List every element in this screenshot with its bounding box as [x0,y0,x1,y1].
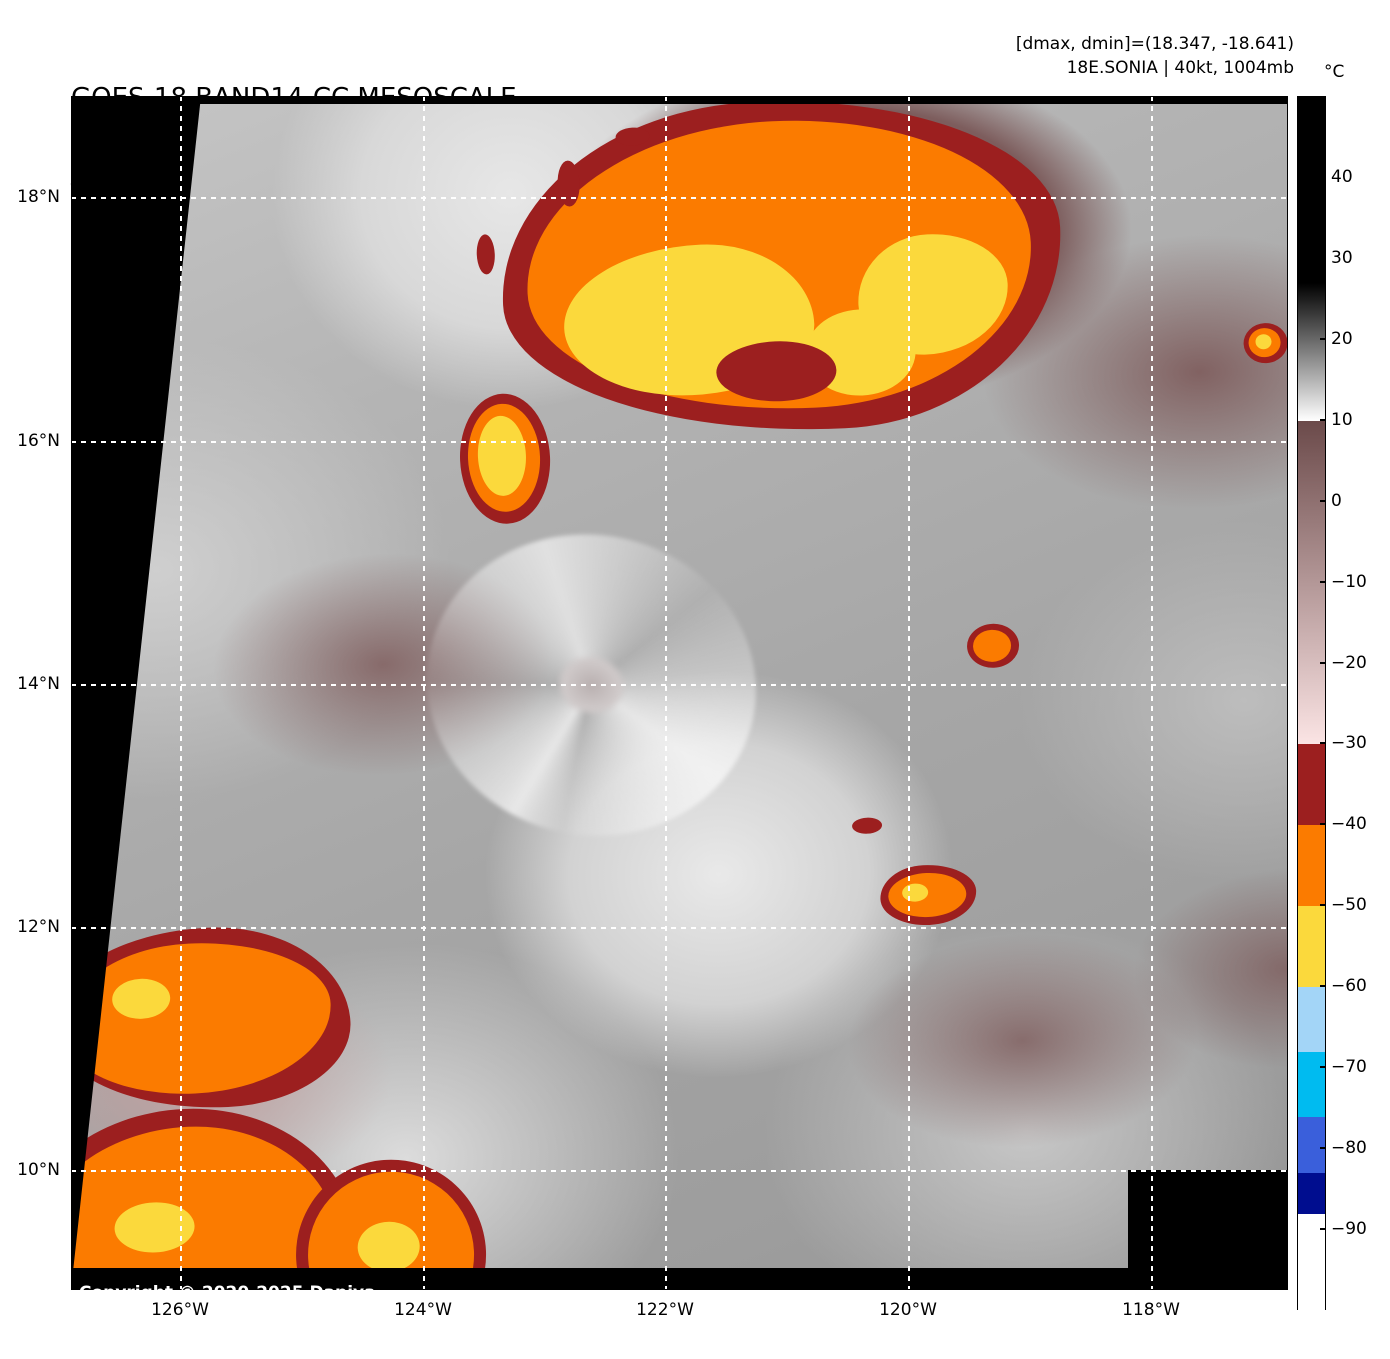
colorbar-ticklabel--10: −10 [1331,571,1367,592]
colorbar-ticklabel-0: 0 [1331,490,1342,511]
xtick-126w: 126°W [151,1300,209,1320]
colorbar-segment--50--60 [1298,906,1325,988]
colorbar-ticklabel-30: 30 [1331,247,1353,268]
colorbar-tickmark--90 [1320,1228,1326,1231]
copyright-notice: Copyright © 2020-2025 Dapiya [79,1283,376,1303]
ytick-12n: 12°N [17,917,60,937]
colorbar-tickmark--60 [1320,985,1326,988]
colorbar-tickmark--10 [1320,580,1326,583]
xtick-122w: 122°W [636,1300,694,1320]
colorbar-tickmark--40 [1320,823,1326,826]
colorbar-tickmark-30 [1320,256,1326,259]
ytick-10n: 10°N [17,1160,60,1180]
colorbar-ticklabel--60: −60 [1331,976,1367,997]
colorbar-unit-label: °C [1324,62,1345,82]
colorbar-tickmark-20 [1320,337,1326,340]
colorbar-segment--60--68 [1298,987,1325,1052]
colorbar-segment--30--40 [1298,744,1325,826]
colorbar-segment-27-10 [1298,283,1325,421]
temperature-colorbar[interactable] [1297,96,1326,1311]
colorbar-tickmark--50 [1320,904,1326,907]
colorbar-ticklabel--70: −70 [1331,1057,1367,1078]
colorbar-ticklabel--40: −40 [1331,814,1367,835]
colorbar-ticklabel-20: 20 [1331,328,1353,349]
colorbar-segment--76--83 [1298,1116,1325,1174]
colorbar-ticklabel--20: −20 [1331,652,1367,673]
metadata-block: [dmax, dmin]=(18.347, -18.641) 18E.SONIA… [1016,32,1294,80]
colorbar-ticklabel--50: −50 [1331,895,1367,916]
swath-bottom-mask [71,1268,1288,1290]
colorbar-tickmark-0 [1320,499,1326,502]
xtick-118w: 118°W [1122,1300,1180,1320]
colorbar-tickmark-40 [1320,175,1326,178]
colorbar-tickmark-10 [1320,418,1326,421]
colorbar-segment--40--50 [1298,825,1325,907]
colorbar-tickmark--30 [1320,742,1326,745]
dmax-dmin-readout: [dmax, dmin]=(18.347, -18.641) [1015,34,1294,54]
ytick-18n: 18°N [17,187,60,207]
colorbar-tickmark--80 [1320,1147,1326,1150]
colorbar-ticklabel--80: −80 [1331,1138,1367,1159]
colorbar-ticklabel--30: −30 [1331,733,1367,754]
colorbar-ticklabel--90: −90 [1331,1219,1367,1240]
ytick-16n: 16°N [17,431,60,451]
ytick-14n: 14°N [17,674,60,694]
colorbar-ticklabel-10: 10 [1331,409,1353,430]
colorbar-tickmark--70 [1320,1066,1326,1069]
xtick-124w: 124°W [394,1300,452,1320]
colorbar-segment--68--76 [1298,1052,1325,1117]
colorbar-segment-50-27 [1298,97,1325,284]
colorbar-ticklabel-40: 40 [1331,166,1353,187]
satellite-swath [71,96,1288,1290]
swath-top-mask [71,96,1288,104]
xtick-120w: 120°W [879,1300,937,1320]
storm-info: 18E.SONIA | 40kt, 1004mb [1066,58,1294,78]
satellite-image-plot[interactable] [71,96,1288,1290]
colorbar-tickmark--20 [1320,661,1326,664]
colorbar-segment--83--88 [1298,1173,1325,1214]
